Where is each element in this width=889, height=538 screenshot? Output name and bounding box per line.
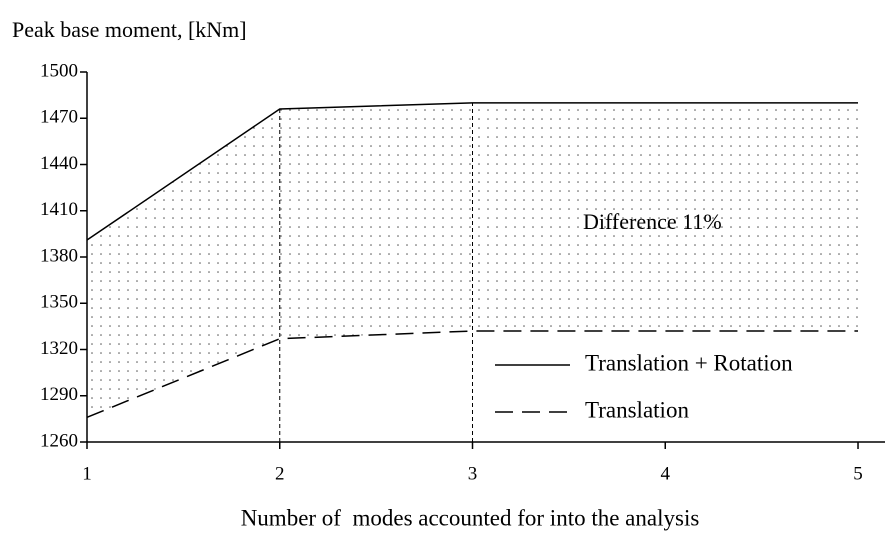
chart-title: Peak base moment, [kNm] bbox=[12, 17, 247, 42]
series-line bbox=[86, 102, 859, 241]
x-tick-label: 3 bbox=[468, 463, 478, 484]
y-tick-label: 1260 bbox=[40, 430, 78, 451]
y-tick-label: 1350 bbox=[40, 292, 78, 313]
y-tick-label: 1470 bbox=[40, 107, 78, 128]
x-tick-label: 4 bbox=[661, 463, 671, 484]
y-tick-label: 1290 bbox=[40, 384, 78, 405]
x-tick-label: 5 bbox=[853, 463, 863, 484]
x-tick-label: 1 bbox=[82, 463, 92, 484]
y-tick-label: 1440 bbox=[40, 153, 78, 174]
annotation: Difference 11% bbox=[583, 209, 722, 234]
x-tick-label: 2 bbox=[275, 463, 285, 484]
y-tick-label: 1380 bbox=[40, 245, 78, 266]
x-axis-label: Number of modes accounted for into the a… bbox=[241, 505, 700, 530]
legend-label: Translation + Rotation bbox=[585, 350, 793, 375]
series-line bbox=[86, 330, 859, 419]
y-tick-label: 1320 bbox=[40, 338, 78, 359]
legend-label: Translation bbox=[585, 397, 689, 422]
y-tick-label: 1410 bbox=[40, 199, 78, 220]
y-tick-label: 1500 bbox=[40, 60, 78, 81]
